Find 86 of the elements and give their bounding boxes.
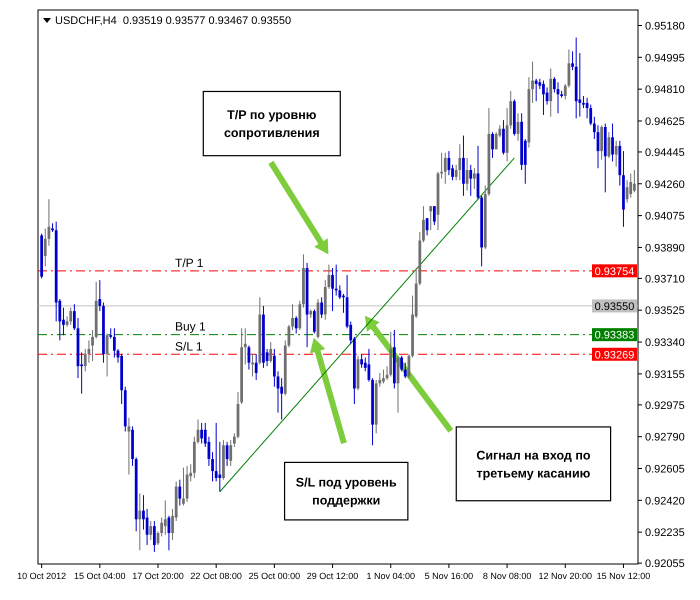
candlestick [338,284,342,300]
y-tick-label: 0.93890 [645,242,685,254]
y-tick-label: 0.92420 [645,495,685,508]
candlestick [248,344,250,370]
ref-line-label: Buy 1 [174,320,206,334]
candlestick [542,80,545,116]
y-tick-label: 0.94995 [645,52,685,64]
y-tick-label: 0.93340 [645,337,685,350]
candlestick [578,52,582,118]
annotation: S/L под уровень поддержки [296,476,397,508]
candlestick [589,104,592,126]
annotation: Сигнал на вход по третьему касанию [476,448,591,480]
candlestick [426,218,428,236]
candlestick [432,206,436,226]
x-tick-label: 10 Oct 2012 [17,571,66,581]
y-tick-label: 0.94260 [645,178,685,191]
candlestick [429,206,432,231]
y-tick-label: 0.93525 [645,305,685,318]
y-tick-label: 0.94625 [645,116,685,128]
x-tick-label: 22 Oct 08:00 [190,571,242,581]
candlestick [294,316,298,334]
candlestick [128,417,130,476]
candlestick [312,308,316,334]
candlestick [454,164,458,181]
candlestick [382,369,385,384]
annotation: 0.93383 [594,330,634,342]
x-tick-label: 15 Oct 04:00 [74,571,126,581]
chart-title: USDCHF,H4 0.93519 0.93577 0.93467 0.93550 [55,15,292,27]
candlestick [109,328,112,340]
annotation: 0.93269 [594,349,634,362]
candlestick [400,355,404,372]
candlestick [149,520,152,540]
x-tick-label: 15 Nov 12:00 [596,571,650,581]
candlestick [254,354,258,380]
candlestick [331,268,334,312]
y-tick-label: 0.94075 [645,210,685,223]
y-tick-label: 0.94810 [645,84,685,96]
x-tick-label: 8 Nov 08:00 [482,571,532,581]
ref-line-label: T/P 1 [174,256,204,270]
candlestick [629,172,632,198]
candlestick [378,372,382,388]
x-tick-label: 1 Nov 04:00 [366,571,415,581]
candlestick [611,123,614,162]
candlestick [168,515,170,551]
x-tick-label: 5 Nov 16:00 [424,571,474,581]
y-tick-label: 0.94445 [645,146,685,159]
candlestick [251,354,254,377]
candlestick [84,348,87,372]
candlestick [404,362,407,379]
annotation: 0.93550 [594,300,634,313]
candlestick [608,132,610,158]
candlestick [214,422,218,482]
candlestick [182,467,185,506]
candlestick [466,157,468,192]
candlestick [491,132,494,158]
candlestick [218,441,222,492]
x-tick-label: 17 Oct 20:00 [132,571,184,581]
annotation: T/P по уровню сопротивления [224,108,320,140]
candlestick [226,441,228,466]
candlestick [516,112,520,142]
y-tick-label: 0.92605 [645,464,685,476]
ref-line-label: S/L 1 [174,339,203,354]
candlestick [534,78,538,102]
candlestick [494,132,498,150]
y-tick-label: 0.93155 [645,368,685,381]
candlestick [69,307,72,326]
y-tick-label: 0.92790 [645,432,685,444]
y-tick-label: 0.92055 [645,558,685,570]
candlestick [272,348,276,388]
annotation: 0.93754 [594,266,634,278]
y-tick-label: 0.93710 [645,273,685,286]
candlestick [269,342,272,364]
candlestick [152,520,156,552]
candlestick [458,144,462,181]
y-tick-label: 0.92235 [645,527,685,540]
x-tick-label: 29 Oct 12:00 [306,571,358,581]
candlestick [178,479,182,506]
x-tick-label: 12 Nov 20:00 [538,571,592,581]
x-tick-label: 25 Oct 00:00 [248,571,300,581]
candlestick [138,492,142,551]
candlestick [320,296,324,318]
candlestick [334,264,338,296]
y-tick-label: 0.95180 [645,20,685,32]
candlestick [229,440,232,466]
y-tick-label: 0.92975 [645,400,685,412]
candlestick [106,332,108,377]
